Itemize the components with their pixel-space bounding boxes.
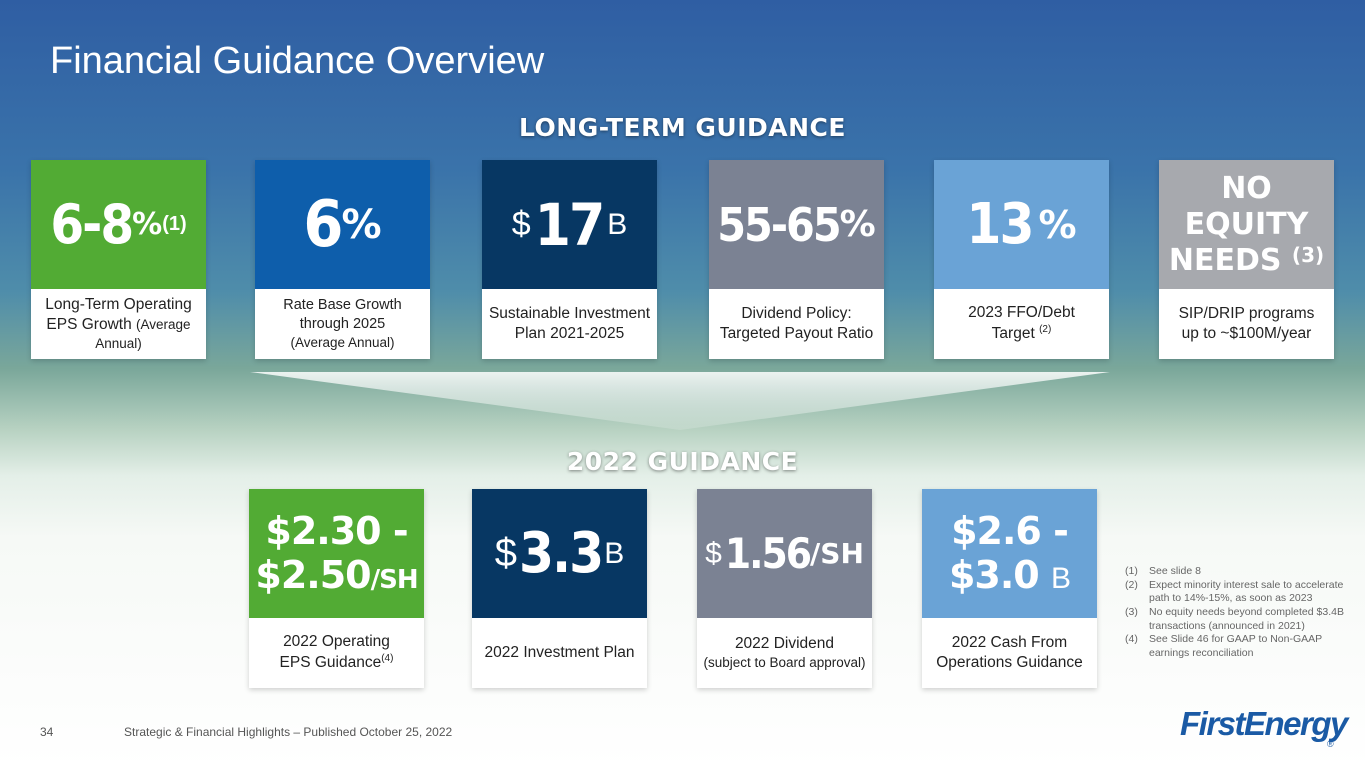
page-number: 34 [40, 725, 54, 739]
card-label: 2022 Investment Plan [472, 618, 647, 688]
card-unit: /SH [370, 564, 419, 595]
card-label-line: Annual) [95, 336, 142, 352]
card-label: Rate Base Growth through 2025 (Average A… [255, 289, 430, 359]
card-unit: % [132, 207, 163, 242]
card-value-line: NO EQUITY [1184, 170, 1309, 242]
card-label: 2022 Dividend (subject to Board approval… [697, 618, 872, 688]
card-label-line: (Average [136, 317, 191, 333]
card-label: Long-Term Operating EPS Growth (Average … [31, 289, 206, 359]
guidance-2022-card-investment: $3.3 B 2022 Investment Plan [472, 489, 647, 688]
card-unit: % [839, 204, 876, 245]
card-value-panel: $3.3 B [472, 489, 647, 618]
card-value: 13 [966, 191, 1034, 257]
long-term-card-rate-base: 6% Rate Base Growth through 2025 (Averag… [255, 160, 430, 359]
card-value-panel: $17 B [482, 160, 657, 289]
card-label-line: Dividend Policy: [741, 304, 852, 322]
card-label-line: (Average Annual) [290, 335, 395, 351]
card-label-line: Plan 2021-2025 [514, 325, 625, 342]
card-value: 17 [534, 190, 606, 259]
2022-guidance-heading: 2022 GUIDANCE [566, 447, 799, 476]
card-label-line: up to ~$100M/year [1181, 325, 1312, 342]
card-label-line: 2022 Cash From [951, 633, 1068, 651]
footnote-ref: (3) [1291, 242, 1325, 267]
footnote: (4) See Slide 46 for GAAP to Non-GAAP ear… [1125, 633, 1322, 659]
card-suffix: B [607, 207, 628, 241]
card-label-line: EPS Guidance [279, 654, 382, 672]
card-label-line: EPS Growth [46, 316, 132, 334]
card-label: 2022 Operating EPS Guidance(4) [249, 618, 424, 688]
footnote-ref: (1) [162, 213, 187, 235]
card-label-line: 2022 Investment Plan [484, 643, 635, 661]
long-term-card-eps-growth: 6-8% (1) Long-Term Operating EPS Growth (… [31, 160, 206, 359]
card-value-panel: $2.30 - $2.50/SH [249, 489, 424, 618]
footnote-ref: (4) [381, 653, 394, 665]
card-label-line: through 2025 [299, 316, 386, 333]
card-label-line: 2022 Dividend [734, 635, 835, 653]
long-term-card-ffo-debt: 13% 2023 FFO/Debt Target (2) [934, 160, 1109, 359]
long-term-guidance-heading: LONG-TERM GUIDANCE [519, 113, 846, 142]
card-prefix: $ [705, 536, 722, 570]
card-value-line: $3.0 [948, 552, 1040, 597]
card-suffix: B [604, 536, 625, 570]
card-label: Dividend Policy: Targeted Payout Ratio [709, 289, 884, 359]
card-value-line: $2.30 - [265, 508, 408, 553]
card-unit: % [341, 201, 382, 248]
card-unit: /SH [810, 537, 864, 570]
firstenergy-logo: FirstEnergy [1180, 705, 1348, 742]
card-value-panel: $2.6 - $3.0 B [922, 489, 1097, 618]
card-value: 55-65 [717, 197, 841, 252]
guidance-2022-card-dividend: $1.56/SH 2022 Dividend (subject to Board… [697, 489, 872, 688]
footer-text: Strategic & Financial Highlights – Publi… [124, 725, 453, 739]
footnote: (2) Expect minority interest sale to acce… [1125, 578, 1344, 605]
card-value-line: $2.6 - [951, 508, 1069, 553]
card-label: 2022 Cash From Operations Guidance [922, 618, 1097, 688]
card-label-line: 2022 Operating [283, 633, 390, 651]
long-term-card-investment-plan: $17 B Sustainable Investment Plan 2021-20… [482, 160, 657, 359]
footnote: (3) No equity needs beyond completed $3.4… [1125, 605, 1344, 632]
card-label-line: Long-Term Operating [45, 296, 192, 314]
card-label-line: Targeted Payout Ratio [719, 325, 874, 342]
card-prefix: $ [511, 205, 531, 243]
card-label-line: (subject to Board approval) [703, 655, 866, 671]
card-label-line: 2023 FFO/Debt [968, 304, 1075, 322]
footnotes: (1) See slide 8 (2) Expect minority intere… [1125, 565, 1355, 660]
card-value: 6 [303, 187, 343, 262]
card-value-panel: 55-65% [709, 160, 884, 289]
card-label-line: Target [991, 325, 1035, 343]
card-prefix: $ [494, 531, 517, 575]
card-unit: % [1038, 202, 1077, 247]
long-term-card-dividend-policy: 55-65% Dividend Policy: Targeted Payout … [709, 160, 884, 359]
guidance-2022-card-eps: $2.30 - $2.50/SH 2022 Operating EPS Guid… [249, 489, 424, 688]
card-label-line: Rate Base Growth [283, 297, 402, 314]
card-value-panel: NO EQUITY NEEDS (3) [1159, 160, 1334, 289]
card-value-line: NEEDS [1168, 242, 1282, 278]
card-label-line: Sustainable Investment [488, 304, 651, 322]
card-value-panel: $1.56/SH [697, 489, 872, 618]
card-label: Sustainable Investment Plan 2021-2025 [482, 289, 657, 359]
page-title: Financial Guidance Overview [50, 40, 545, 82]
card-value-panel: 6-8% (1) [31, 160, 206, 289]
card-label: 2023 FFO/Debt Target (2) [934, 289, 1109, 359]
card-label-line: SIP/DRIP programs [1178, 304, 1315, 322]
card-value: 3.3 [518, 520, 604, 586]
card-label-line: Operations Guidance [936, 654, 1083, 671]
card-suffix: B [1050, 561, 1071, 595]
footnote: (1) See slide 8 [1125, 565, 1201, 577]
card-label: SIP/DRIP programs up to ~$100M/year [1159, 289, 1334, 359]
card-value-line: $2.50 [255, 552, 371, 597]
card-value-panel: 6% [255, 160, 430, 289]
card-value: 1.56 [724, 528, 812, 578]
guidance-2022-card-cash-from-operations: $2.6 - $3.0 B 2022 Cash From Operations … [922, 489, 1097, 688]
footnote-ref: (2) [1039, 324, 1052, 336]
card-value: 6-8 [50, 192, 134, 256]
funnel-arrow-shape [250, 372, 1110, 430]
card-value-panel: 13% [934, 160, 1109, 289]
long-term-card-no-equity: NO EQUITY NEEDS (3) SIP/DRIP programs up… [1159, 160, 1334, 359]
registered-mark: ® [1327, 739, 1334, 749]
